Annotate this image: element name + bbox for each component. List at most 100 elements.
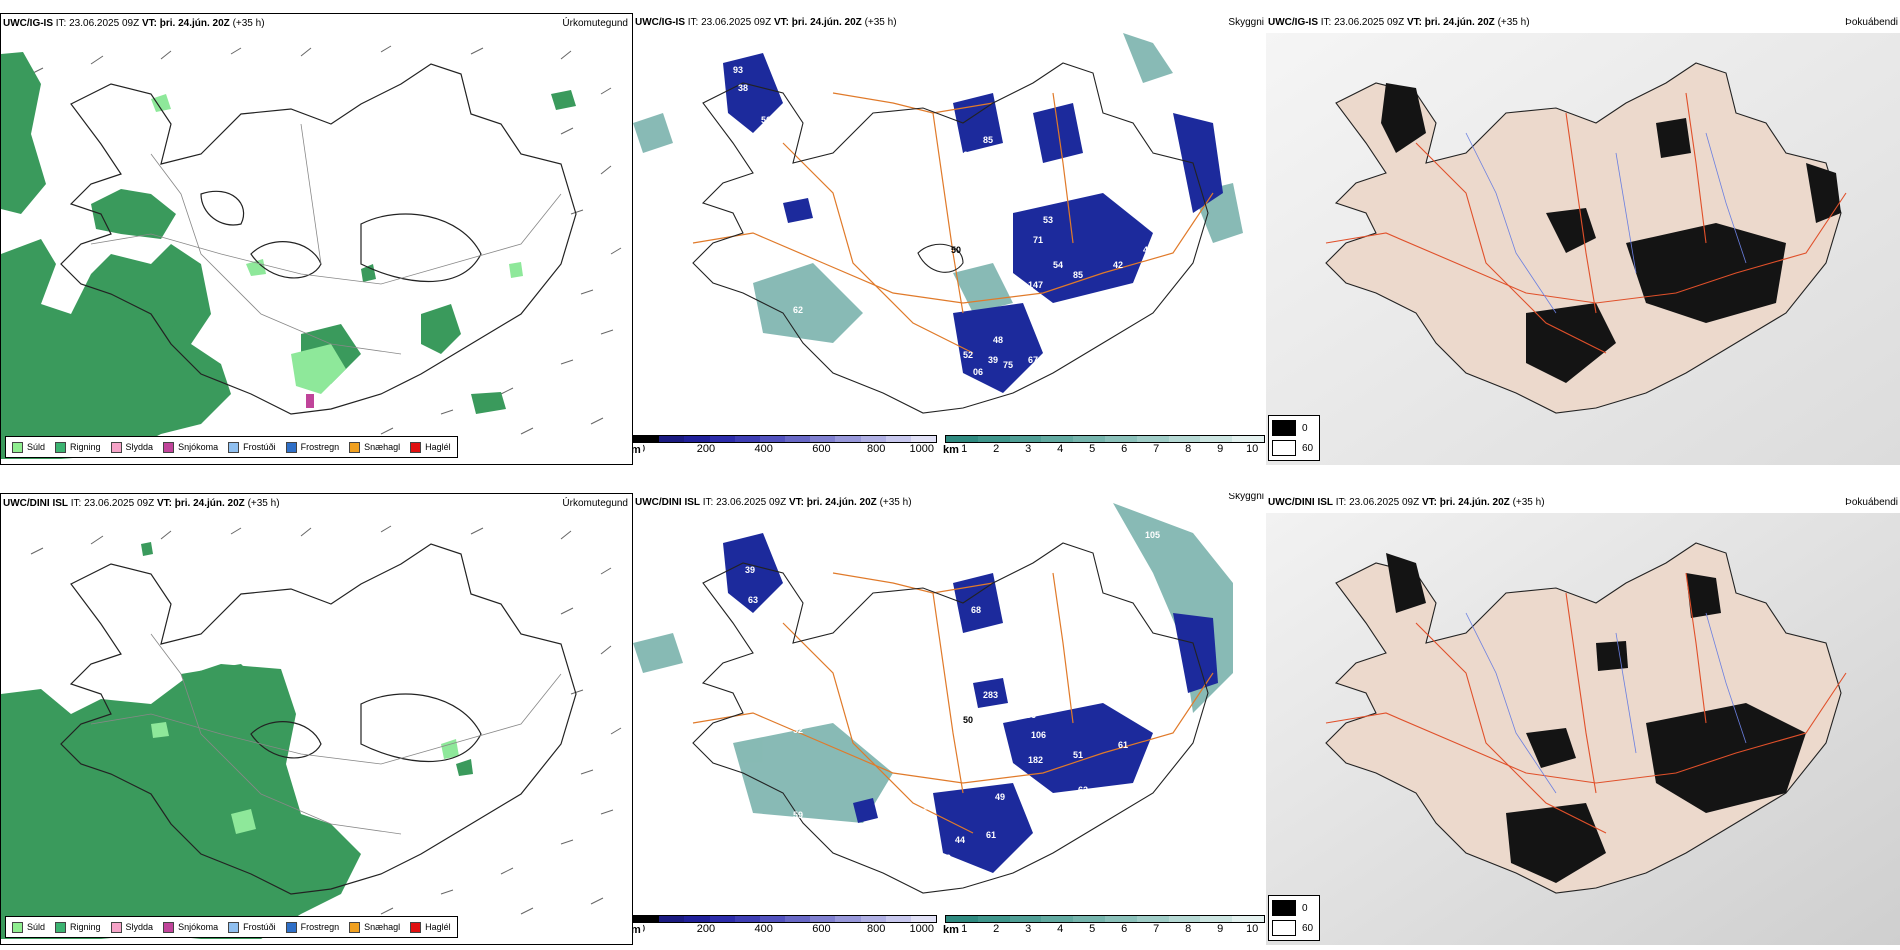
model-name: UWC/IG-IS: [3, 18, 53, 29]
cloud-label: 65: [912, 821, 922, 831]
height-tick: 200: [696, 443, 716, 455]
legend-item-haglel: Haglél: [410, 921, 451, 933]
low-cloud-areas: [723, 533, 1218, 873]
cloud-label: 68: [971, 605, 981, 615]
drizzle-areas: [151, 722, 459, 834]
cloud-label: 40: [1143, 245, 1153, 255]
vis-tick: 5: [1089, 923, 1096, 935]
cloud-label: 42: [1113, 260, 1123, 270]
vis-tick: 5: [1089, 443, 1096, 455]
cloud-label: 59: [723, 115, 733, 125]
init-time: 23.06.2025 09Z: [701, 17, 772, 28]
roads: [1325, 92, 1847, 354]
cloud-label: 49: [995, 792, 1005, 802]
init-time: 23.06.2025 09Z: [716, 497, 787, 508]
cloud-label: 61: [986, 830, 996, 840]
fog-panel-row2: UWC/DINI ISL IT: 23.06.2025 09Z VT: þri.…: [1266, 493, 1900, 945]
cloud-label: 49: [941, 853, 951, 863]
legend-item-slydda: Slydda: [110, 921, 153, 933]
panel-kind-label: Þokuábendi: [1845, 497, 1898, 508]
valid-time: þri. 24.jún. 20Z: [791, 17, 862, 28]
rain-areas: [1, 52, 576, 459]
cloud-label: 41: [978, 390, 988, 400]
low-cloud-areas: [723, 53, 1223, 393]
height-unit: m: [633, 924, 643, 936]
legend-item-snjokoma: Snjókoma: [163, 441, 218, 453]
cloud-label: 46: [771, 822, 781, 832]
visibility-bar-swatches: [945, 435, 1265, 443]
vis-tick: 4: [1057, 923, 1064, 935]
cloud-header: UWC/DINI ISL IT: 23.06.2025 09Z VT: þri.…: [635, 497, 912, 508]
cloud-label: 147: [1028, 280, 1043, 290]
vis-unit: km: [943, 924, 961, 936]
cloud-label: 52: [963, 350, 973, 360]
cloud-label: 38: [738, 83, 748, 93]
vis-tick: 2: [993, 923, 1000, 935]
roads: [90, 123, 562, 355]
valid-time: þri. 24.jún. 20Z: [159, 18, 230, 29]
cloud-label: 106: [1031, 730, 1046, 740]
cloud-label: 105: [1145, 530, 1160, 540]
cloud-label: 61: [1118, 740, 1128, 750]
lead-time: (+35 h): [1512, 497, 1545, 508]
rivers: [1465, 612, 1747, 794]
coastline: [692, 542, 1209, 894]
legend-item-snjokoma: Snjókoma: [163, 921, 218, 933]
cloud-label: 44: [955, 835, 965, 845]
cloud-panel-row1: UWC/IG-IS IT: 23.06.2025 09Z VT: þri. 24…: [633, 13, 1266, 465]
cloud-label: 48: [941, 865, 951, 875]
init-time: 23.06.2025 09Z: [1349, 497, 1420, 508]
valid-time: þri. 24.jún. 20Z: [1424, 17, 1495, 28]
legend-item-rigning: Rigning: [55, 441, 101, 453]
legend-item-frostregn: Frostregn: [285, 921, 339, 933]
cloud-label: 70: [1143, 150, 1153, 160]
height-bar-swatches: [633, 435, 937, 443]
cloud-label: 63: [1053, 805, 1063, 815]
vis-tick: 3: [1025, 923, 1032, 935]
height-tick: 600: [812, 923, 831, 935]
height-tick: 800: [867, 443, 886, 455]
roads: [1325, 572, 1847, 834]
cloud-label: 67: [973, 185, 983, 195]
precip-header: UWC/IG-IS IT: 23.06.2025 09Z VT: þri. 24…: [3, 18, 265, 29]
model-name: UWC/IG-IS: [635, 17, 685, 28]
vis-tick: 6: [1121, 443, 1128, 455]
cloud-header: UWC/IG-IS IT: 23.06.2025 09Z VT: þri. 24…: [635, 17, 897, 28]
legend-item-frostregn: Frostregn: [285, 441, 339, 453]
cloud-label: 65: [918, 807, 928, 817]
cloud-label: 51: [1073, 750, 1083, 760]
init-time: 23.06.2025 09Z: [1334, 17, 1405, 28]
lead-time: (+35 h): [879, 497, 912, 508]
height-unit: m: [633, 444, 643, 456]
cloud-label: 58: [678, 240, 688, 250]
precip-header: UWC/DINI ISL IT: 23.06.2025 09Z VT: þri.…: [3, 498, 280, 509]
panel-kind-label: Úrkomutegund: [562, 18, 628, 29]
cloud-label: 50: [963, 715, 973, 725]
cloud-label: 62: [793, 305, 803, 315]
cloud-map: 93 38 56 63 59 69 85 67 70 53 71 50 54 8…: [633, 33, 1243, 414]
cloud-panel-row2: UWC/DINI ISL IT: 23.06.2025 09Z VT: þri.…: [633, 493, 1266, 945]
coastline: [60, 543, 577, 895]
init-time: 23.06.2025 09Z: [69, 18, 140, 29]
vis-tick: 4: [1057, 443, 1064, 455]
fog-dark-areas: [1381, 83, 1841, 383]
vis-tick: 1: [961, 443, 968, 455]
vis-unit: km: [943, 444, 961, 456]
legend-item-slydda: Slydda: [110, 441, 153, 453]
model-name: UWC/DINI ISL: [635, 497, 700, 508]
precip-type-legend: Súld Rigning Slydda Snjókoma Frostúði Fr…: [5, 436, 458, 458]
cloud-label: 85: [1073, 270, 1083, 280]
model-name: UWC/DINI ISL: [3, 498, 68, 509]
rivers: [1465, 132, 1747, 314]
cloud-label: 93: [733, 65, 743, 75]
legend-item-sudl: Súld: [12, 921, 45, 933]
cloud-label: 63: [748, 595, 758, 605]
cloud-label: 39: [745, 565, 755, 575]
vis-tick: 2: [993, 443, 1000, 455]
visibility-bar-swatches: [945, 915, 1265, 923]
cloud-label: 06: [973, 367, 983, 377]
precip-type-legend: Súld Rigning Slydda Snjókoma Frostúði Fr…: [5, 916, 458, 938]
cloud-label: 50: [951, 245, 961, 255]
cloud-label: 53: [1043, 215, 1053, 225]
fog-index-key: 0 60: [1268, 415, 1320, 461]
